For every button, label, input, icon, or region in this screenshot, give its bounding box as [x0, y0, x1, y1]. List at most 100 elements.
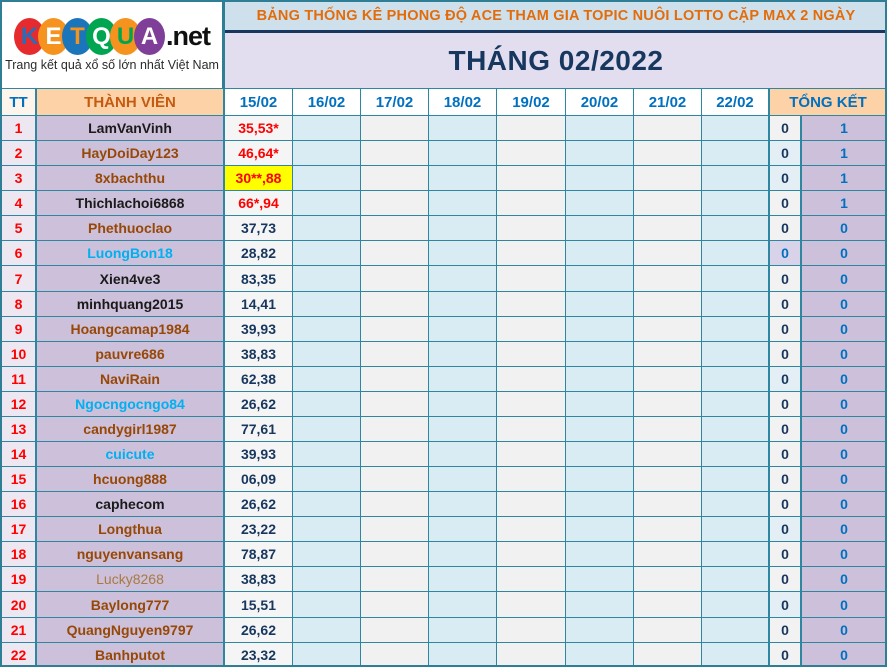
zero-cell: 0	[770, 291, 802, 317]
day-value-cell: 15,51	[225, 592, 293, 618]
day-cell	[293, 341, 361, 367]
day-cell	[497, 592, 566, 618]
day-cell	[293, 567, 361, 593]
day-cell	[361, 642, 429, 665]
day-cell	[702, 442, 770, 468]
day-cell	[634, 467, 702, 493]
tt-cell: 16	[2, 492, 37, 518]
day-cell	[566, 567, 634, 593]
day-cell	[702, 467, 770, 493]
zero-cell: 0	[770, 316, 802, 342]
day-cell	[497, 266, 566, 292]
day-cell	[497, 341, 566, 367]
tt-cell: 7	[2, 266, 37, 292]
day-cell	[566, 592, 634, 618]
day-cell	[566, 166, 634, 192]
day-cell	[429, 191, 497, 217]
header-date-1: 15/02	[225, 89, 293, 116]
day-cell	[634, 391, 702, 417]
day-cell	[293, 241, 361, 267]
tt-cell: 20	[2, 592, 37, 618]
day-cell	[361, 191, 429, 217]
day-cell	[429, 166, 497, 192]
member-name: Longthua	[37, 517, 225, 543]
total-cell: 0	[802, 316, 885, 342]
day-cell	[634, 316, 702, 342]
day-cell	[634, 517, 702, 543]
day-cell	[497, 216, 566, 242]
day-cell	[293, 166, 361, 192]
member-name: caphecom	[37, 492, 225, 518]
day-cell	[497, 617, 566, 643]
day-cell	[566, 467, 634, 493]
tt-cell: 13	[2, 416, 37, 443]
day-value-cell: 83,35	[225, 266, 293, 292]
zero-cell: 0	[770, 216, 802, 242]
tt-cell: 8	[2, 291, 37, 317]
day-cell	[634, 291, 702, 317]
day-cell	[361, 416, 429, 443]
member-name: Hoangcamap1984	[37, 316, 225, 342]
header-date-7: 21/02	[634, 89, 702, 116]
zero-cell: 0	[770, 266, 802, 292]
day-cell	[566, 266, 634, 292]
tt-cell: 2	[2, 141, 37, 167]
header-date-8: 22/02	[702, 89, 770, 116]
site-logo[interactable]: K E T Q U A .net Trang kết quả xổ số lớn nhất …	[2, 2, 225, 89]
day-cell	[566, 416, 634, 443]
day-value-cell: 62,38	[225, 366, 293, 392]
total-cell: 0	[802, 542, 885, 568]
tt-cell: 22	[2, 642, 37, 665]
day-value-cell: 26,62	[225, 617, 293, 643]
day-cell	[634, 191, 702, 217]
day-cell	[361, 442, 429, 468]
day-cell	[429, 391, 497, 417]
day-cell	[702, 416, 770, 443]
day-cell	[293, 542, 361, 568]
day-cell	[634, 592, 702, 618]
day-cell	[429, 266, 497, 292]
tt-cell: 15	[2, 467, 37, 493]
day-cell	[429, 492, 497, 518]
day-cell	[566, 341, 634, 367]
zero-cell: 0	[770, 366, 802, 392]
zero-cell: 0	[770, 391, 802, 417]
total-cell: 0	[802, 291, 885, 317]
day-cell	[702, 391, 770, 417]
day-cell	[634, 216, 702, 242]
day-cell	[497, 141, 566, 167]
day-cell	[702, 592, 770, 618]
day-cell	[702, 266, 770, 292]
day-cell	[566, 617, 634, 643]
day-cell	[634, 542, 702, 568]
day-cell	[497, 166, 566, 192]
zero-cell: 0	[770, 241, 802, 267]
zero-cell: 0	[770, 341, 802, 367]
total-cell: 1	[802, 191, 885, 217]
day-cell	[361, 567, 429, 593]
zero-cell: 0	[770, 642, 802, 665]
day-cell	[566, 116, 634, 142]
day-cell	[497, 442, 566, 468]
total-cell: 0	[802, 642, 885, 665]
day-cell	[702, 191, 770, 217]
tt-cell: 12	[2, 391, 37, 417]
header-tt: TT	[2, 89, 37, 116]
member-name: nguyenvansang	[37, 542, 225, 568]
day-cell	[361, 617, 429, 643]
day-value-cell: 26,62	[225, 391, 293, 417]
zero-cell: 0	[770, 467, 802, 493]
day-cell	[361, 492, 429, 518]
day-cell	[566, 642, 634, 665]
day-cell	[702, 116, 770, 142]
day-cell	[497, 492, 566, 518]
day-cell	[702, 567, 770, 593]
day-cell	[293, 517, 361, 543]
day-cell	[293, 642, 361, 665]
day-cell	[566, 291, 634, 317]
day-cell	[429, 141, 497, 167]
day-value-cell: 66*,94	[225, 191, 293, 217]
day-cell	[702, 492, 770, 518]
